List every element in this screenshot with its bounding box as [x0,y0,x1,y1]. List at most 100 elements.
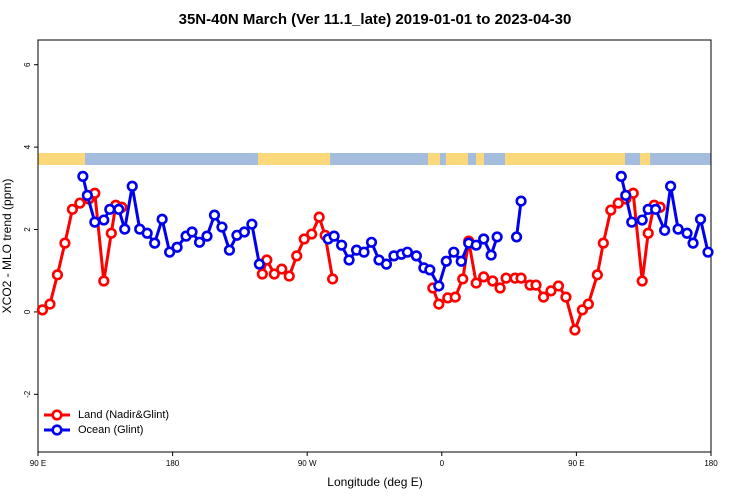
map-strip-land [505,153,625,165]
data-point [615,170,627,182]
series-line [81,176,710,288]
legend-label: Land (Nadir&Glint) [78,409,169,421]
x-tick-label: 180 [166,459,180,468]
data-point [327,273,339,285]
data-point [105,227,117,239]
data-point [113,203,125,215]
data-point [605,204,617,216]
data-point [545,285,557,297]
data-point [365,236,378,248]
data-point [665,180,677,192]
x-tick-label: 90 E [568,459,584,468]
data-point [642,227,654,239]
data-point [470,277,482,289]
data-point [98,275,110,287]
map-strip-land [428,153,440,165]
y-tick-label: 2 [23,227,32,232]
data-point [494,282,506,294]
data-point [478,271,490,283]
data-point [515,195,527,207]
data-point [36,304,49,316]
data-point [448,246,460,258]
legend-label: Ocean (Glint) [78,424,143,436]
data-point [560,291,572,303]
data-point [626,216,638,228]
x-tick-label: 180 [704,459,718,468]
data-point [687,237,699,249]
data-point [500,272,512,284]
data-point [283,270,295,282]
data-point [510,231,523,243]
data-point [636,214,648,226]
data-point [98,214,110,226]
data-point [672,223,684,235]
data-point [306,228,318,240]
data-point [449,291,461,303]
data-point [201,230,213,242]
y-tick-label: -2 [23,390,32,398]
data-point [433,298,445,310]
data-point [291,250,303,262]
data-point [457,273,469,285]
data-point [694,213,707,225]
data-point [186,226,198,238]
data-point [530,279,542,291]
map-strip-land [640,153,650,165]
data-point [650,203,662,215]
data-point [77,170,89,182]
data-point [256,268,268,280]
data-point [335,239,348,251]
map-strip-land [446,153,468,165]
data-point [246,218,258,230]
data-point [328,230,340,242]
chart-title: 35N-40N March (Ver 11.1_late) 2019-01-01… [179,11,572,28]
plot-frame [37,39,712,453]
data-point [424,264,436,276]
x-tick-label: 90 W [298,459,317,468]
data-point [313,211,325,223]
data-point [597,237,609,249]
x-tick-label: 90 E [30,459,46,468]
data-point [440,255,452,267]
data-point [171,241,183,253]
data-point [126,180,138,192]
data-point [276,263,288,275]
data-point [298,233,310,245]
data-point [104,203,116,215]
data-point [401,246,414,258]
data-point [81,189,93,201]
data-point [681,227,693,239]
data-point [253,258,265,270]
data-point [515,272,527,284]
data-point [358,246,370,258]
y-tick-label: 4 [23,144,32,149]
data-point [552,280,565,292]
data-point [149,237,161,249]
y-axis-label: XCO2 - MLO trend (ppm) [0,179,14,314]
data-point [659,224,671,236]
data-point [470,239,482,251]
data-point [268,268,280,280]
x-axis-label: Longitude (deg E) [327,475,422,489]
data-point [569,324,581,336]
data-point [208,209,221,221]
data-point [455,255,467,267]
data-point [89,216,101,228]
data-point [59,237,71,249]
data-point [141,227,153,239]
data-point [51,269,64,281]
data-point [582,298,594,310]
data-point [636,275,648,287]
data-point [44,298,56,310]
data-point [119,223,131,235]
data-point [193,236,206,248]
map-strip-land [476,153,484,165]
data-point [537,291,550,303]
data-point [238,226,250,238]
data-point [410,250,422,262]
data-point [164,246,176,258]
legend-swatch-marker [51,409,63,421]
data-point [223,244,236,256]
